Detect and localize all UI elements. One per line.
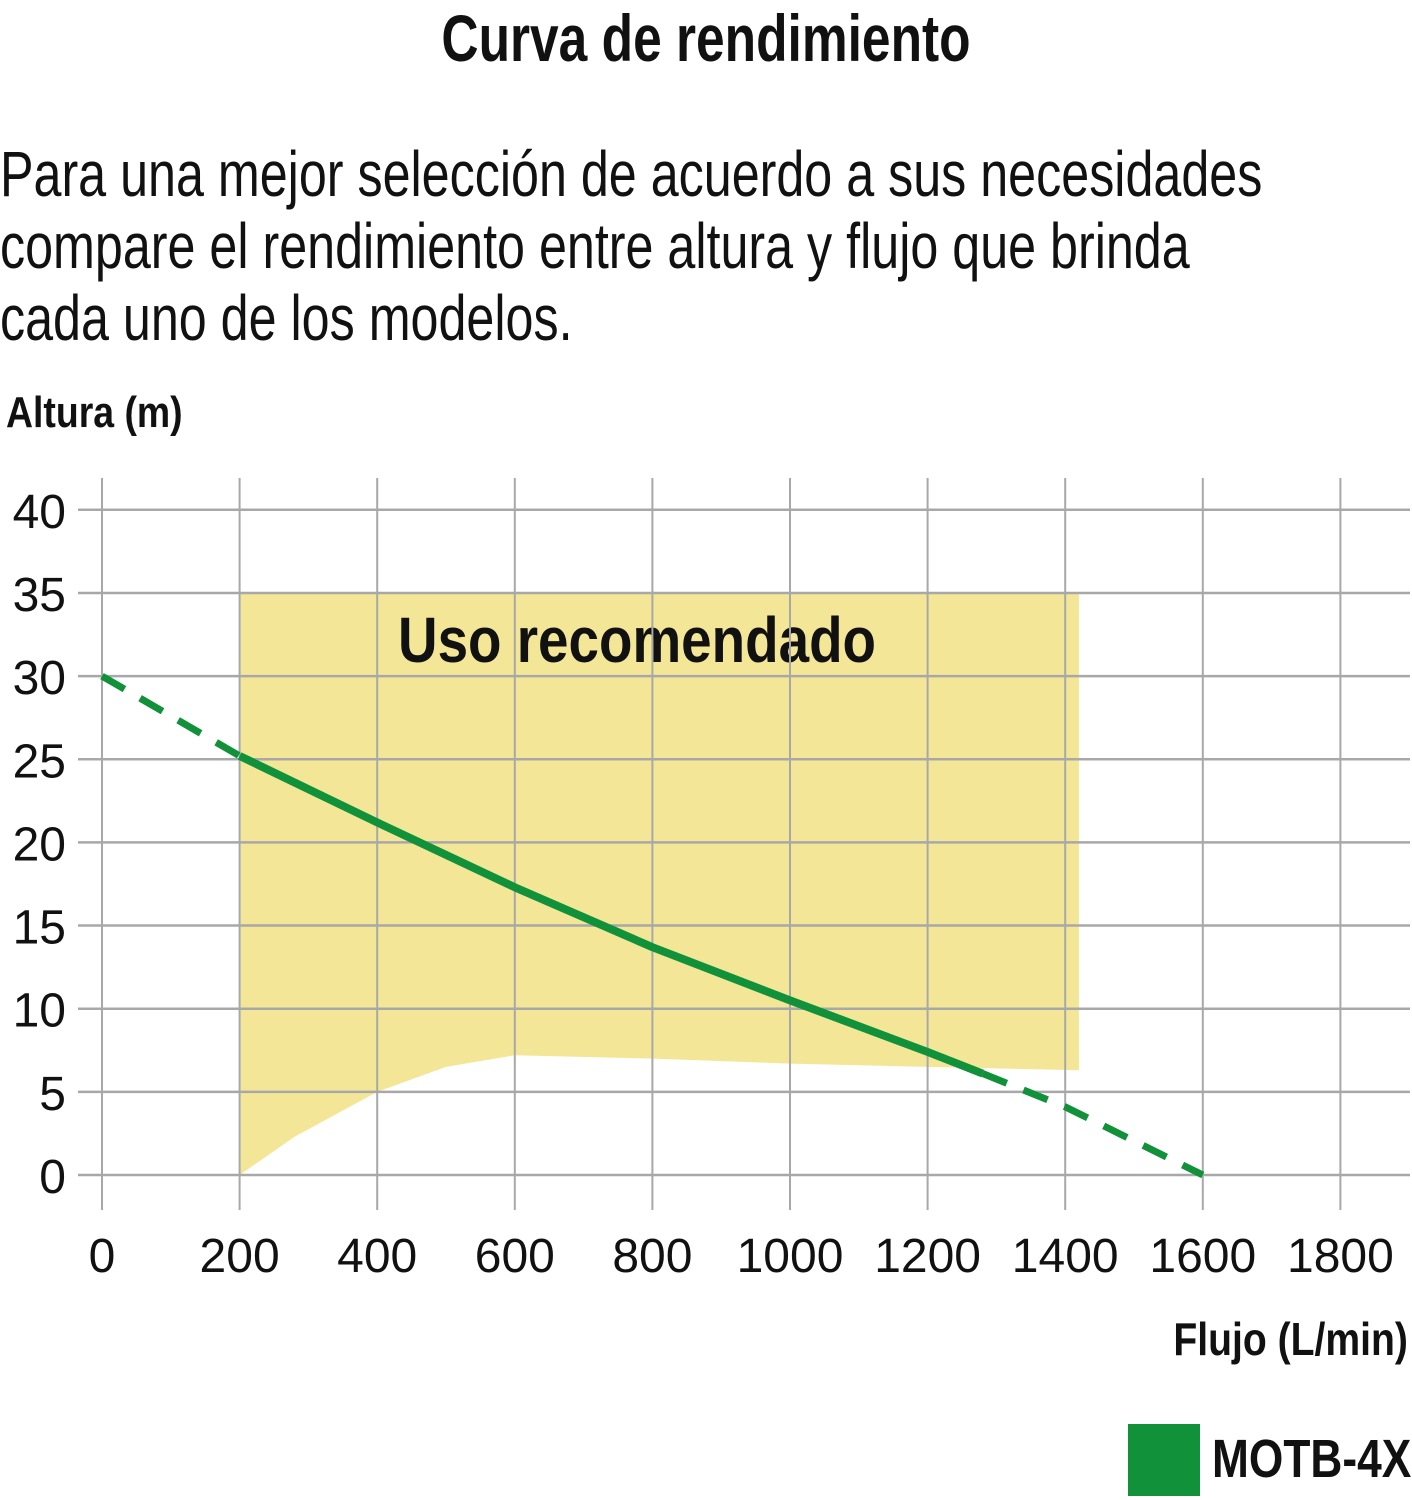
x-tick-label: 1200 [874, 1230, 981, 1283]
x-tick-label: 0 [89, 1230, 116, 1283]
x-tick-label: 800 [612, 1230, 692, 1283]
x-tick-label: 200 [200, 1230, 280, 1283]
legend-label-motb-4x: MOTB-4X [1212, 1429, 1412, 1489]
y-tick-label: 0 [39, 1151, 66, 1204]
y-tick-label: 15 [13, 902, 66, 955]
description-line: compare el rendimiento entre altura y fl… [0, 210, 1190, 282]
y-tick-label: 5 [39, 1068, 66, 1121]
recommended-zone-label: Uso recomendado [398, 604, 876, 676]
description-line: Para una mejor selección de acuerdo a su… [0, 138, 1263, 210]
chart-title: Curva de rendimiento [441, 1, 971, 75]
x-tick-label: 1600 [1149, 1230, 1256, 1283]
description-line: cada uno de los modelos. [0, 282, 573, 354]
y-tick-label: 25 [13, 735, 66, 788]
y-tick-label: 40 [13, 486, 66, 539]
x-tick-label: 600 [475, 1230, 555, 1283]
y-axis-label: Altura (m) [6, 388, 183, 437]
y-tick-label: 35 [13, 569, 66, 622]
x-tick-label: 1400 [1012, 1230, 1119, 1283]
x-tick-label: 1000 [737, 1230, 844, 1283]
x-tick-label: 1800 [1287, 1230, 1394, 1283]
curve-dashed-end [981, 1070, 1205, 1179]
y-tick-label: 20 [13, 818, 66, 871]
x-axis-label: Flujo (L/min) [1173, 1313, 1408, 1365]
recommended-zone [239, 592, 1079, 1175]
curve-solid [237, 752, 985, 1078]
curve-dashed-start [100, 673, 242, 759]
legend-swatch-motb-4x [1128, 1424, 1200, 1496]
x-tick-label: 400 [337, 1230, 417, 1283]
description: Para una mejor selección de acuerdo a su… [0, 138, 1412, 354]
y-tick-label: 30 [13, 652, 66, 705]
y-tick-label: 10 [13, 985, 66, 1038]
